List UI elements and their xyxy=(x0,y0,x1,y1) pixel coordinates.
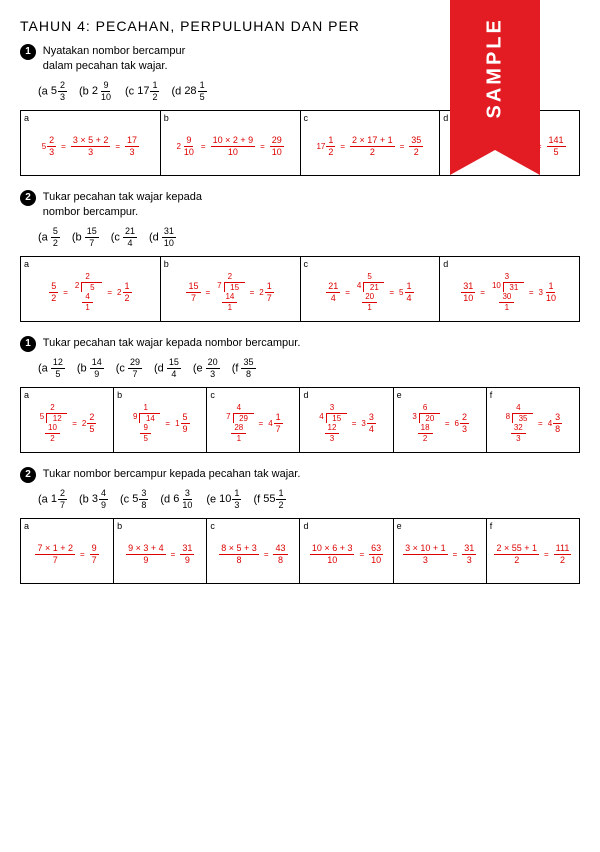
q2-options: (a 52 (b 157 (c 214 (d 3110 xyxy=(38,227,580,248)
q4-text: Tukar nombor bercampur kepada pecahan ta… xyxy=(43,467,301,482)
q1-opt-b: (b 2910 xyxy=(79,81,113,102)
q4-ans-a: a7 × 1 + 27=97 xyxy=(21,518,114,583)
q1-text-line1: Nyatakan nombor bercampur xyxy=(43,45,185,57)
q4-ans-f: f2 × 55 + 12=1112 xyxy=(486,518,579,583)
q4-ans-b: b9 × 3 + 49=319 xyxy=(114,518,207,583)
q4-opt-d: (d 6310 xyxy=(160,489,194,510)
q3-opt-e: (e 203 xyxy=(193,358,220,379)
q1-opt-d: (d 2815 xyxy=(171,81,206,102)
q3-opt-f: (f 358 xyxy=(232,358,256,379)
q4-opt-f: (f 5512 xyxy=(253,489,285,510)
q2-ans-c: c214=5421201=514 xyxy=(300,256,440,321)
q3-ans-e: e6320182=623 xyxy=(393,387,486,452)
q4-ans-d: d10 × 6 + 310=6310 xyxy=(300,518,393,583)
q3-opt-a: (a 125 xyxy=(38,358,65,379)
q2-text-line1: Tukar pecahan tak wajar kepada xyxy=(43,191,202,203)
q3-opt-c: (c 297 xyxy=(116,358,142,379)
q3-options: (a 125 (b 149 (c 297 (d 154 (e 203 (f 358 xyxy=(38,358,580,379)
q3-text: Tukar pecahan tak wajar kepada nombor be… xyxy=(43,336,301,351)
q2-opt-d: (d 3110 xyxy=(149,227,176,248)
q2-opt-c: (c 214 xyxy=(111,227,137,248)
q3-opt-d: (d 154 xyxy=(154,358,181,379)
q4-answers: a7 × 1 + 27=97b9 × 3 + 49=319c8 × 5 + 38… xyxy=(20,518,580,584)
q2-opt-b: (b 157 xyxy=(72,227,99,248)
q4-opt-a: (a 127 xyxy=(38,489,67,510)
q2-ans-a: a52=22541=212 xyxy=(21,256,161,321)
q4-opt-b: (b 349 xyxy=(79,489,108,510)
q1-ans-c: c1712=2 × 17 + 12=352 xyxy=(300,110,440,175)
q3-ans-d: d3415123=334 xyxy=(300,387,393,452)
q1-opt-c: (c 1712 xyxy=(125,81,160,102)
ribbon-text: SAMPLE xyxy=(484,29,507,119)
q2-answers: a52=22541=212b157=2715141=217c214=542120… xyxy=(20,256,580,322)
q4-number: 2 xyxy=(20,467,36,483)
q4-ans-e: e3 × 10 + 13=313 xyxy=(393,518,486,583)
q3-number: 1 xyxy=(20,336,36,352)
sample-ribbon: SAMPLE xyxy=(450,0,540,150)
q2-text: Tukar pecahan tak wajar kepada nombor be… xyxy=(43,190,202,221)
q2-ans-b: b157=2715141=217 xyxy=(160,256,300,321)
q1-ans-a: a523=3 × 5 + 23=173 xyxy=(21,110,161,175)
q2-number: 2 xyxy=(20,190,36,206)
q1-number: 1 xyxy=(20,44,36,60)
q1-text: Nyatakan nombor bercampur dalam pecahan … xyxy=(43,44,185,75)
q2-text-line2: nombor bercampur. xyxy=(43,206,138,218)
question-3: 1 Tukar pecahan tak wajar kepada nombor … xyxy=(20,336,580,379)
q4-opt-e: (e 1013 xyxy=(206,489,241,510)
q4-opt-c: (c 538 xyxy=(120,489,148,510)
q2-ans-d: d3110=31031301=3110 xyxy=(440,256,580,321)
q1-ans-b: b2910=10 × 2 + 910=2910 xyxy=(160,110,300,175)
q1-opt-a: (a 523 xyxy=(38,81,67,102)
q3-ans-c: c4729281=417 xyxy=(207,387,300,452)
q4-ans-c: c8 × 5 + 38=438 xyxy=(207,518,300,583)
q3-answers: a2512102=225b191495=159c4729281=417d3415… xyxy=(20,387,580,453)
q3-ans-f: f4835323=438 xyxy=(486,387,579,452)
question-4: 2 Tukar nombor bercampur kepada pecahan … xyxy=(20,467,580,510)
q4-options: (a 127 (b 349 (c 538 (d 6310 (e 1013 (f 5512 xyxy=(38,489,580,510)
q3-opt-b: (b 149 xyxy=(77,358,104,379)
q2-opt-a: (a 52 xyxy=(38,227,60,248)
q3-ans-b: b191495=159 xyxy=(114,387,207,452)
question-2: 2 Tukar pecahan tak wajar kepada nombor … xyxy=(20,190,580,248)
q3-ans-a: a2512102=225 xyxy=(21,387,114,452)
q1-text-line2: dalam pecahan tak wajar. xyxy=(43,60,168,72)
